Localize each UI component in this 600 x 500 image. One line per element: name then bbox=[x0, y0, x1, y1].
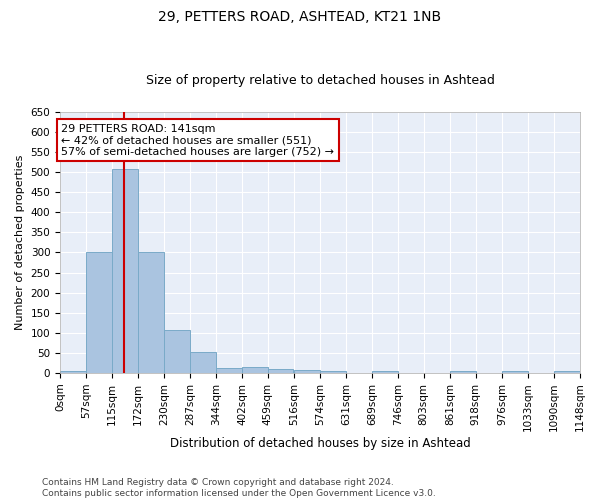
Bar bbox=[190, 352, 215, 373]
Bar bbox=[373, 371, 398, 373]
Bar bbox=[294, 370, 320, 373]
Y-axis label: Number of detached properties: Number of detached properties bbox=[15, 154, 25, 330]
X-axis label: Distribution of detached houses by size in Ashtead: Distribution of detached houses by size … bbox=[170, 437, 470, 450]
Bar bbox=[60, 371, 86, 373]
Bar bbox=[112, 169, 137, 373]
Text: 29, PETTERS ROAD, ASHTEAD, KT21 1NB: 29, PETTERS ROAD, ASHTEAD, KT21 1NB bbox=[158, 10, 442, 24]
Bar bbox=[216, 368, 242, 373]
Bar bbox=[268, 369, 293, 373]
Bar bbox=[554, 371, 580, 373]
Bar bbox=[450, 371, 476, 373]
Text: 29 PETTERS ROAD: 141sqm
← 42% of detached houses are smaller (551)
57% of semi-d: 29 PETTERS ROAD: 141sqm ← 42% of detache… bbox=[61, 124, 334, 157]
Bar bbox=[86, 252, 112, 373]
Bar bbox=[320, 371, 346, 373]
Bar bbox=[502, 371, 527, 373]
Bar bbox=[242, 367, 268, 373]
Bar bbox=[164, 330, 190, 373]
Bar bbox=[138, 252, 164, 373]
Title: Size of property relative to detached houses in Ashtead: Size of property relative to detached ho… bbox=[146, 74, 494, 87]
Text: Contains HM Land Registry data © Crown copyright and database right 2024.
Contai: Contains HM Land Registry data © Crown c… bbox=[42, 478, 436, 498]
